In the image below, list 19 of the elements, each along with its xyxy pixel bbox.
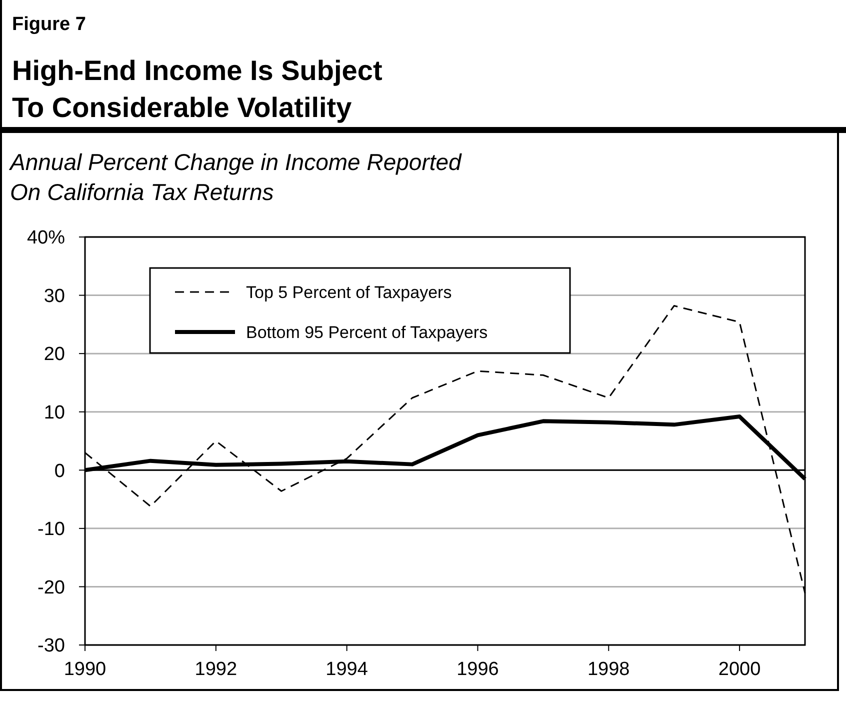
y-tick-label: -10 — [38, 519, 65, 540]
x-tick-label: 1998 — [587, 659, 630, 680]
x-tick-label: 1990 — [64, 659, 106, 680]
x-tick-label: 1992 — [194, 659, 238, 680]
chart-subtitle: Annual Percent Change in Income Reported On California Tax Returns — [8, 149, 463, 205]
x-tick-label: 2000 — [718, 659, 761, 680]
y-tick-label: 20 — [44, 344, 65, 366]
legend-label: Bottom 95 Percent of Taxpayers — [246, 322, 488, 342]
y-tick-label: 40% — [26, 228, 66, 249]
y-tick-label: -20 — [38, 577, 65, 598]
x-tick-label: 1996 — [456, 659, 499, 680]
legend-label: Top 5 Percent of Taxpayers — [246, 282, 452, 302]
chart-title: High-End Income Is Subject To Considerable Volatility — [12, 55, 382, 123]
y-tick-label: 30 — [44, 286, 65, 307]
y-tick-label: 0 — [54, 460, 65, 482]
y-tick-label: 10 — [44, 402, 65, 424]
caption: Figure 7 — [12, 14, 86, 35]
x-tick-label: 1994 — [326, 659, 368, 680]
y-tick-label: -30 — [38, 636, 65, 657]
